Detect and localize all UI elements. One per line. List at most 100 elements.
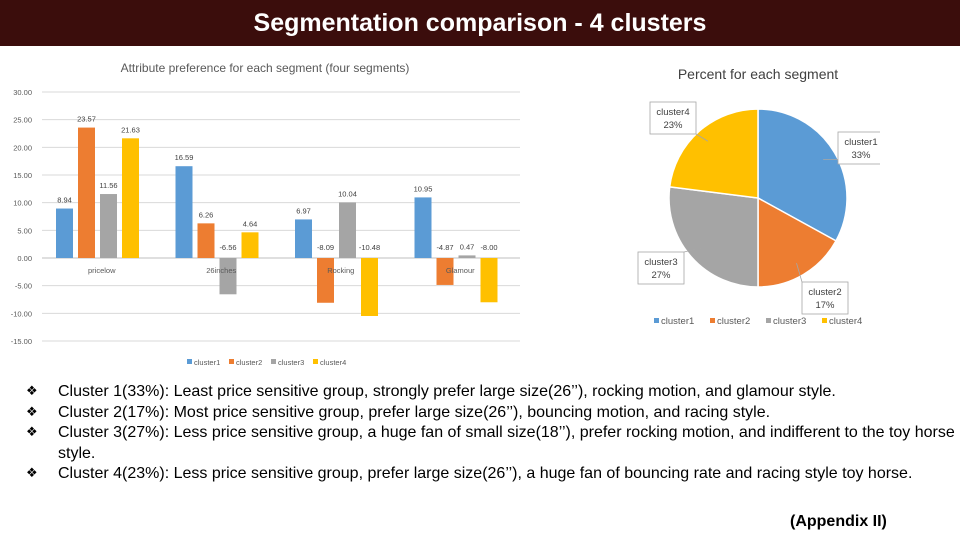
bar-chart-title: Attribute preference for each segment (f… — [121, 61, 410, 75]
callout-leader — [683, 247, 702, 253]
callout-leader — [695, 133, 709, 142]
segment-percent-pie-chart: Percent for each segment cluster1 33% clust… — [637, 66, 880, 327]
legend-swatch — [822, 318, 827, 323]
data-label: 10.95 — [414, 184, 433, 193]
cluster-3-description: ❖ Cluster 3(27%): Less price sensitive gr… — [26, 423, 956, 464]
bar-cluster3 — [219, 258, 237, 295]
y-tick-label: -10.00 — [11, 309, 32, 318]
data-label: 8.94 — [57, 196, 72, 205]
bar-cluster4 — [122, 138, 139, 258]
pie-slice-cluster2 — [757, 196, 838, 288]
diamond-bullet-icon: ❖ — [26, 466, 38, 481]
callout-box — [837, 131, 880, 165]
category-label: Rocking — [327, 266, 354, 275]
bar-cluster1 — [295, 219, 312, 258]
bar-cluster1 — [56, 208, 73, 258]
cluster-2-text: Cluster 2(17%): Most price sensitive gro… — [58, 403, 771, 421]
pie-slice-cluster3 — [668, 186, 759, 288]
data-label: 4.64 — [243, 219, 258, 228]
category-label: pricelow — [88, 266, 116, 275]
callout-box — [649, 101, 697, 135]
bar-cluster3 — [458, 255, 476, 258]
data-label: -8.00 — [480, 243, 497, 252]
data-label: 0.47 — [460, 242, 475, 251]
data-label: -8.09 — [317, 243, 334, 252]
diamond-bullet-icon: ❖ — [26, 425, 38, 440]
pie-chart-title: Percent for each segment — [678, 66, 838, 82]
legend-label: cluster1 — [194, 358, 220, 367]
bar-cluster1 — [175, 166, 193, 258]
legend-label: cluster3 — [773, 316, 806, 327]
bar-cluster2 — [78, 127, 95, 258]
legend-label: cluster2 — [236, 358, 262, 367]
y-tick-label: 30.00 — [13, 88, 32, 97]
legend-swatch — [229, 359, 234, 364]
bar-cluster3 — [339, 202, 356, 258]
y-tick-label: 15.00 — [13, 171, 32, 180]
bar-cluster2 — [317, 258, 334, 303]
slice-category-label: cluster1 — [844, 137, 877, 148]
legend-swatch — [313, 359, 318, 364]
slice-category-label: cluster2 — [808, 287, 841, 298]
legend-swatch — [766, 318, 771, 323]
diamond-bullet-icon: ❖ — [26, 404, 38, 420]
bar-cluster2 — [197, 223, 215, 258]
y-tick-label: 0.00 — [17, 254, 32, 263]
bar-cluster4 — [361, 258, 378, 316]
slide-title-banner: Segmentation comparison - 4 clusters — [0, 0, 960, 46]
y-tick-label: 5.00 — [17, 226, 32, 235]
y-tick-label: 25.00 — [13, 116, 32, 125]
bar-cluster4 — [241, 232, 259, 258]
data-label: -6.56 — [219, 243, 236, 252]
bar-cluster3 — [100, 194, 117, 258]
data-label: 6.97 — [296, 206, 311, 215]
legend-label: cluster4 — [829, 316, 862, 327]
y-tick-label: -15.00 — [11, 337, 32, 346]
bar-cluster2 — [436, 258, 454, 285]
legend-swatch — [710, 318, 715, 323]
category-label: Glamour — [446, 266, 475, 275]
category-label: 26inches — [206, 266, 236, 275]
data-label: 6.26 — [199, 210, 214, 219]
bar-cluster1 — [414, 197, 432, 258]
cluster-2-description: ❖ Cluster 2(17%): Most price sensitive gr… — [26, 403, 956, 424]
data-label: 23.57 — [77, 115, 96, 124]
callout-box — [801, 281, 849, 315]
slice-percent-label: 27% — [651, 270, 671, 281]
slice-percent-label: 23% — [663, 120, 683, 131]
legend-label: cluster1 — [661, 316, 694, 327]
pie-slice-cluster4 — [668, 108, 759, 199]
legend-label: cluster3 — [278, 358, 304, 367]
callout-box — [637, 251, 685, 285]
data-label: 21.63 — [121, 125, 140, 134]
legend-swatch — [271, 359, 276, 364]
data-label: -4.87 — [436, 243, 453, 252]
slice-percent-label: 17% — [815, 300, 835, 311]
slice-category-label: cluster4 — [656, 107, 689, 118]
legend-label: cluster4 — [320, 358, 346, 367]
data-label: 10.04 — [338, 189, 357, 198]
slice-percent-label: 33% — [851, 150, 871, 161]
cluster-1-text: Cluster 1(33%): Least price sensitive gr… — [58, 383, 836, 400]
legend-label: cluster2 — [717, 316, 750, 327]
legend-swatch — [654, 318, 659, 323]
diamond-bullet-icon: ❖ — [26, 384, 38, 399]
bar-cluster4 — [480, 258, 498, 303]
cluster-4-description: ❖ Cluster 4(23%): Less price sensitive gr… — [26, 464, 956, 485]
appendix-label: (Appendix II) — [790, 513, 887, 530]
y-tick-label: -5.00 — [15, 282, 32, 291]
cluster-description-list: ❖ Cluster 1(33%): Least price sensitive g… — [26, 382, 956, 485]
y-tick-label: 10.00 — [13, 199, 32, 208]
cluster-4-text: Cluster 4(23%): Less price sensitive gro… — [58, 465, 913, 482]
y-tick-label: 20.00 — [13, 143, 32, 152]
slice-category-label: cluster3 — [644, 257, 677, 268]
callout-leader — [796, 263, 803, 283]
pie-slice-cluster1 — [757, 108, 848, 242]
data-label: 16.59 — [175, 153, 194, 162]
data-label: -10.48 — [359, 243, 380, 252]
attribute-preference-bar-chart: Attribute preference for each segment (f… — [11, 61, 520, 367]
cluster-1-description: ❖ Cluster 1(33%): Least price sensitive g… — [26, 382, 956, 403]
cluster-3-text: Cluster 3(27%): Less price sensitive gro… — [58, 424, 955, 462]
slide-title: Segmentation comparison - 4 clusters — [253, 8, 707, 37]
legend-swatch — [187, 359, 192, 364]
